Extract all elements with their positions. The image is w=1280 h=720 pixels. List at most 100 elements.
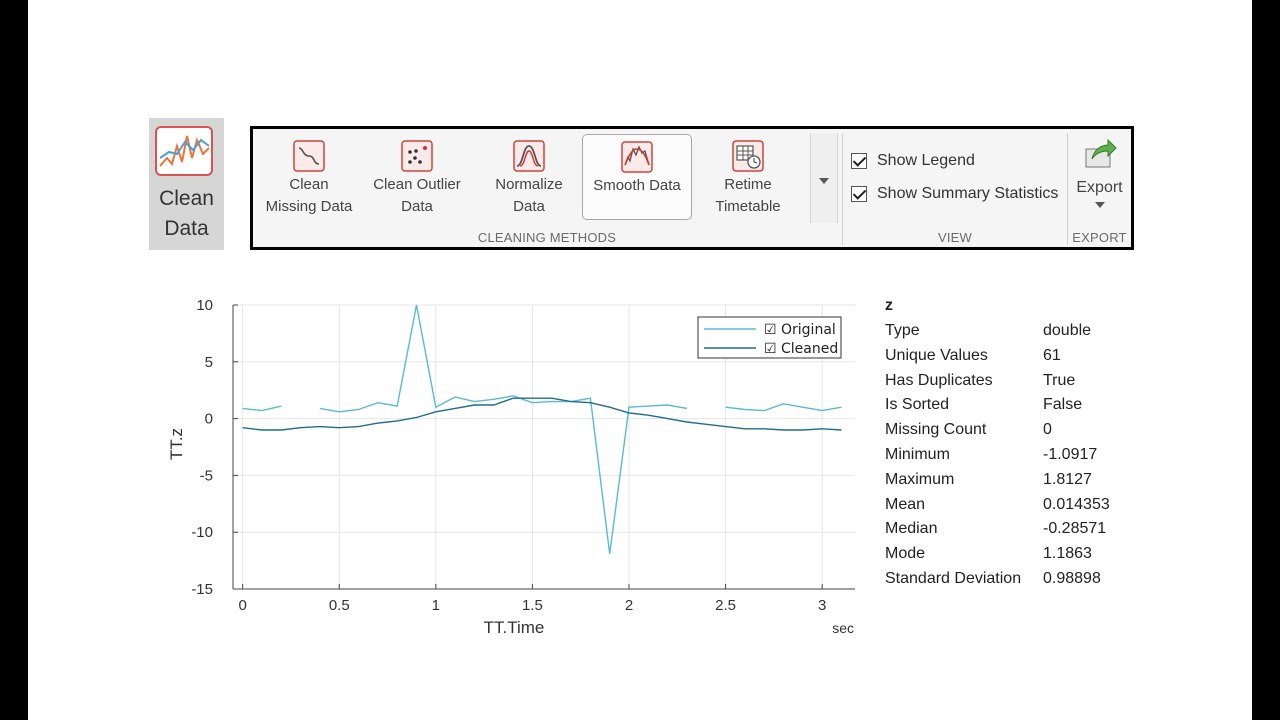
x-tick-label: 2.5 <box>715 597 736 614</box>
summary-statistics-panel: z Type double Unique Values 61 Has Duplicate… <box>885 295 1145 592</box>
clean-outlier-data-button[interactable]: Clean Outlier Data <box>365 134 469 220</box>
summary-row: Median -0.28571 <box>885 517 1145 542</box>
gallery-expand-button[interactable] <box>810 133 838 223</box>
show-legend-checkbox[interactable]: Show Legend <box>851 149 975 173</box>
view-group: Show Legend Show Summary Statistics VIEW <box>843 129 1067 247</box>
summary-key: Median <box>885 520 938 538</box>
summary-row: Unique Values 61 <box>885 344 1145 369</box>
summary-row: Missing Count 0 <box>885 418 1145 443</box>
chevron-down-icon <box>1094 202 1105 208</box>
series-original-line <box>725 403 842 412</box>
summary-value: double <box>1043 322 1092 339</box>
x-axis-unit: sec <box>832 620 854 636</box>
summary-value: 61 <box>1043 346 1061 364</box>
button-label: Smooth Data <box>593 177 681 194</box>
y-axis-label: TT.z <box>167 428 186 460</box>
summary-row: Has Duplicates True <box>885 369 1145 394</box>
x-axis-label: TT.Time <box>484 618 545 637</box>
summary-key: Mode <box>885 545 926 563</box>
clean-data-app-button[interactable]: Clean Data <box>149 118 224 250</box>
summary-key: Is Sorted <box>885 396 950 414</box>
button-label: Normalize <box>495 176 563 193</box>
summary-row: Maximum 1.8127 <box>885 468 1145 493</box>
smooth-icon <box>621 141 653 173</box>
button-label: Data <box>401 198 433 215</box>
x-tick-label: 1 <box>432 597 440 614</box>
button-label: Retime <box>724 176 772 193</box>
summary-value: -1.0917 <box>1043 445 1098 463</box>
summary-key: Minimum <box>885 445 950 463</box>
y-tick-label: 0 <box>205 411 213 428</box>
summary-row: Mode 1.1863 <box>885 542 1145 567</box>
retime-timetable-button[interactable]: Retime Timetable <box>698 134 798 220</box>
button-label: Data <box>513 198 545 215</box>
summary-value: True <box>1043 371 1076 389</box>
summary-key: Unique Values <box>885 346 988 364</box>
clean-data-app-icon <box>155 126 213 176</box>
y-tick-label: -15 <box>191 581 213 598</box>
y-tick-label: 10 <box>196 297 213 314</box>
summary-value: False <box>1043 396 1083 414</box>
x-tick-label: 0.5 <box>329 597 350 614</box>
export-label: Export <box>1076 179 1123 196</box>
button-label: Clean Outlier <box>373 176 461 193</box>
summary-value: -0.28571 <box>1043 520 1107 538</box>
x-tick-label: 0 <box>238 597 246 614</box>
x-tick-label: 2 <box>625 597 633 614</box>
app-label-line2: Data <box>164 217 209 240</box>
export-group: Export EXPORT <box>1068 129 1131 247</box>
summary-value: 0 <box>1043 421 1052 439</box>
checkbox-checked-icon[interactable] <box>851 186 867 202</box>
show-summary-label: Show Summary Statistics <box>877 185 1059 202</box>
summary-value: 0.98898 <box>1043 569 1101 587</box>
button-label: Missing Data <box>265 198 353 215</box>
smooth-data-button[interactable]: Smooth Data <box>582 134 692 220</box>
cleaning-methods-group: Clean Missing Data Clean Outlier Data No… <box>253 129 841 247</box>
summary-value: 1.8127 <box>1043 470 1092 488</box>
summary-value: 1.1863 <box>1043 545 1092 563</box>
export-title: EXPORT <box>1072 230 1127 245</box>
show-legend-label: Show Legend <box>877 152 975 169</box>
data-plot[interactable]: 0 0.5 1 1.5 2 2.5 3 10 5 0 -5 -10 -15 TT.Time sec TT.z … <box>162 285 862 640</box>
cleaning-methods-title: CLEANING METHODS <box>477 230 617 245</box>
show-summary-statistics-checkbox[interactable]: Show Summary Statistics <box>851 182 1058 206</box>
x-tick-label: 1.5 <box>522 597 543 614</box>
normalize-icon <box>513 140 545 172</box>
chevron-down-icon <box>819 178 829 184</box>
summary-key: Type <box>885 322 920 339</box>
summary-row: Is Sorted False <box>885 393 1145 418</box>
summary-key: Mean <box>885 495 926 513</box>
summary-key: Has Duplicates <box>885 371 993 389</box>
toolstrip: Clean Missing Data Clean Outlier Data No… <box>250 126 1134 250</box>
summary-row: Standard Deviation 0.98898 <box>885 567 1145 592</box>
checkbox-checked-icon[interactable] <box>851 153 867 169</box>
y-tick-label: -10 <box>191 524 213 541</box>
summary-value: 0.014353 <box>1043 495 1110 513</box>
legend-label: ☑ Cleaned <box>764 341 838 357</box>
series-original-line <box>319 304 688 554</box>
clean-missing-data-button[interactable]: Clean Missing Data <box>259 134 359 220</box>
series-original-line <box>242 405 282 412</box>
button-label: Clean <box>289 176 329 193</box>
summary-key: Missing Count <box>885 421 987 439</box>
x-tick-label: 3 <box>818 597 826 614</box>
app-label-line1: Clean <box>159 187 214 210</box>
export-button[interactable]: Export <box>1068 133 1131 223</box>
summary-row: Mean 0.014353 <box>885 493 1145 518</box>
clean-outlier-icon <box>401 140 433 172</box>
retime-icon <box>732 140 764 172</box>
group-divider <box>1067 133 1068 245</box>
summary-row: Minimum -1.0917 <box>885 443 1145 468</box>
group-divider <box>842 133 843 245</box>
summary-key: Maximum <box>885 470 955 488</box>
summary-row: Type double <box>885 319 1145 344</box>
view-title: VIEW <box>937 230 973 245</box>
variable-name: z <box>885 297 893 314</box>
y-tick-label: -5 <box>200 467 213 484</box>
legend-label: ☑ Original <box>764 322 836 338</box>
normalize-data-button[interactable]: Normalize Data <box>479 134 579 220</box>
y-tick-label: 5 <box>205 354 213 371</box>
summary-key: Standard Deviation <box>885 569 1022 587</box>
export-icon <box>1085 138 1117 168</box>
